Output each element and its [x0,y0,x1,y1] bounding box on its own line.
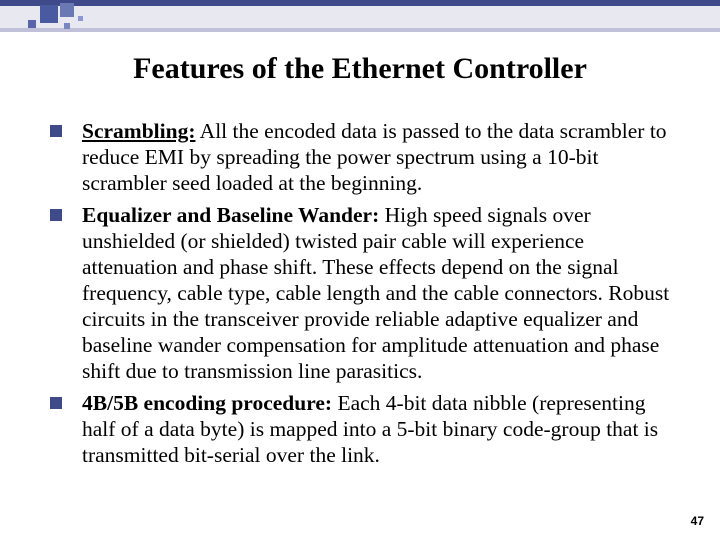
bullet-item: Equalizer and Baseline Wander: High spee… [50,202,676,384]
bullet-item: Scrambling: All the encoded data is pass… [50,118,676,196]
header-stripe-mid [0,6,720,28]
bullet-text: 4B/5B encoding procedure: Each 4-bit dat… [82,390,676,468]
bullet-lead: 4B/5B encoding procedure: [82,391,332,415]
square-bullet-icon [50,397,62,409]
bullet-item: 4B/5B encoding procedure: Each 4-bit dat… [50,390,676,468]
bullet-list: Scrambling: All the encoded data is pass… [50,118,676,474]
bullet-text: Equalizer and Baseline Wander: High spee… [82,202,676,384]
page-number: 47 [691,514,704,528]
header-band [0,0,720,38]
bullet-lead: Equalizer and Baseline Wander: [82,203,379,227]
bullet-text: Scrambling: All the encoded data is pass… [82,118,676,196]
bullet-lead: Scrambling: [82,119,195,143]
square-bullet-icon [50,125,62,137]
square-bullet-icon [50,209,62,221]
header-stripe-bottom [0,28,720,32]
bullet-body: High speed signals over unshielded (or s… [82,203,669,383]
slide-title: Features of the Ethernet Controller [0,52,720,86]
